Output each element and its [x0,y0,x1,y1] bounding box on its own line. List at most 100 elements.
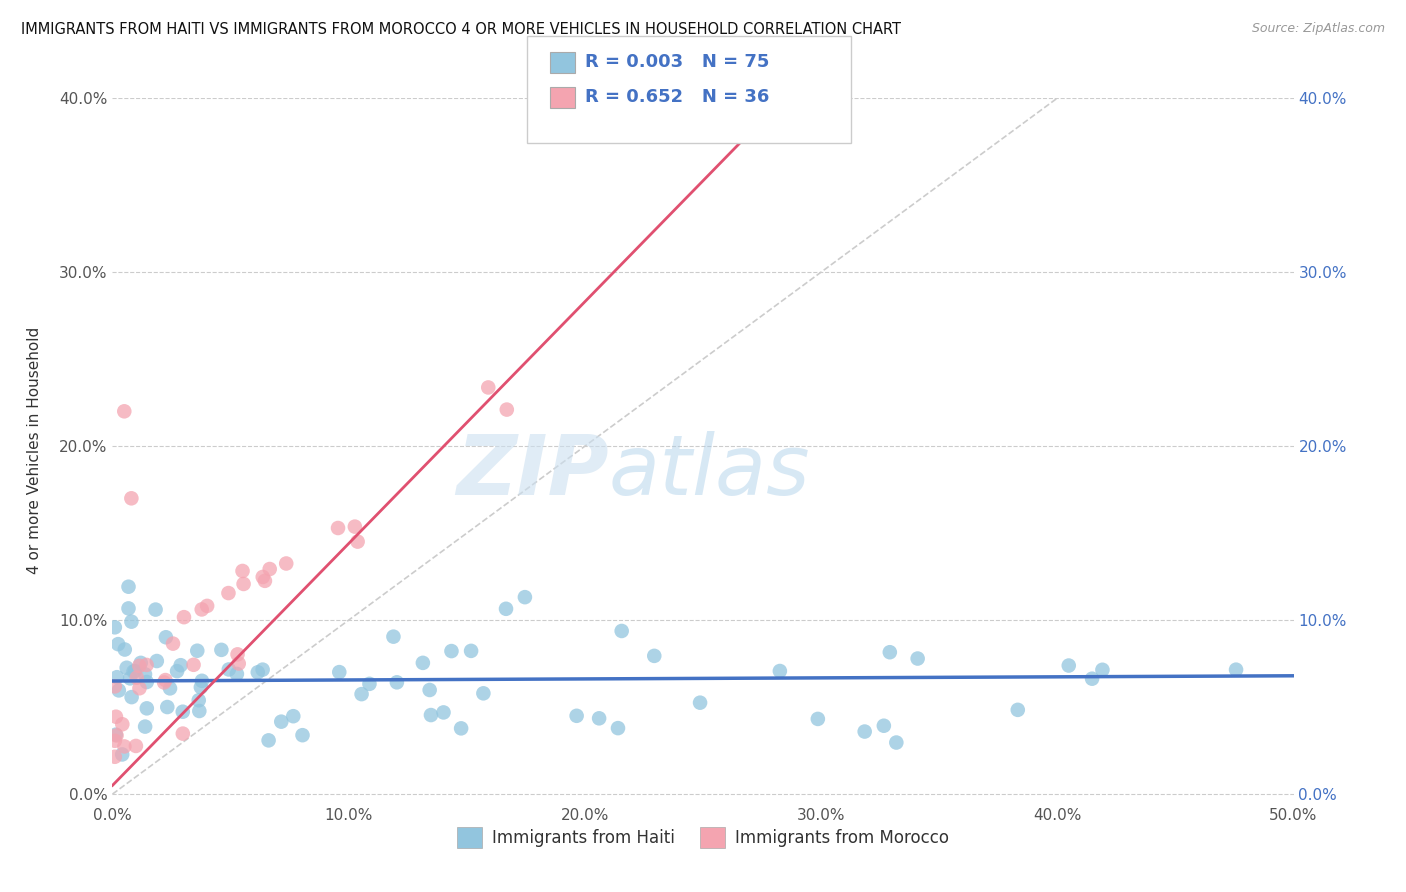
Point [120,615,142,629]
Point [111,747,134,762]
Point [121,690,143,705]
Point [513,590,536,604]
Point [359,677,381,691]
Point [209,643,232,657]
Point [886,735,908,749]
Point [460,644,482,658]
Point [107,637,129,651]
Point [183,657,205,672]
Point [114,642,136,657]
Point [190,680,212,694]
Point [128,681,150,696]
Point [432,706,454,720]
Point [170,658,193,673]
Point [129,656,152,670]
Point [124,664,146,678]
Point [172,726,194,740]
Point [382,630,405,644]
Point [246,665,269,680]
Point [477,380,499,394]
Point [105,728,128,742]
Point [104,749,127,764]
Point [252,570,274,584]
Point [155,673,177,687]
Point [495,602,517,616]
Point [218,663,240,677]
Text: IMMIGRANTS FROM HAITI VS IMMIGRANTS FROM MOROCCO 4 OR MORE VEHICLES IN HOUSEHOLD: IMMIGRANTS FROM HAITI VS IMMIGRANTS FROM… [21,22,901,37]
Point [187,693,209,707]
Point [350,687,373,701]
Point [191,673,214,688]
Point [276,557,298,571]
Point [135,701,157,715]
Point [155,630,177,644]
Point [283,709,305,723]
Point [565,708,588,723]
Point [328,665,350,679]
Point [156,700,179,714]
Point [610,624,633,638]
Point [217,586,239,600]
Point [112,739,135,754]
Point [173,610,195,624]
Legend: Immigrants from Haiti, Immigrants from Morocco: Immigrants from Haiti, Immigrants from M… [450,821,956,855]
Point [1081,672,1104,686]
Point [104,680,127,694]
Point [104,728,127,742]
Point [104,733,127,747]
Point [1057,658,1080,673]
Point [162,637,184,651]
Point [412,656,434,670]
Point [111,717,134,731]
Point [907,651,929,665]
Point [195,599,218,613]
Point [873,719,896,733]
Point [135,675,157,690]
Point [472,686,495,700]
Point [117,580,139,594]
Point [122,665,145,679]
Point [607,721,630,735]
Point [807,712,830,726]
Point [225,667,247,681]
Point [159,681,181,696]
Point [105,670,128,684]
Point [112,404,135,418]
Point [440,644,463,658]
Point [125,739,148,753]
Point [166,664,188,678]
Point [346,534,368,549]
Point [291,728,314,742]
Point [385,675,408,690]
Point [495,402,517,417]
Point [450,722,472,736]
Point [1091,663,1114,677]
Point [190,602,212,616]
Point [153,675,176,690]
Point [419,683,441,698]
Point [128,658,150,673]
Point [588,711,610,725]
Point [853,724,876,739]
Point [146,654,169,668]
Point [769,664,792,678]
Point [1225,663,1247,677]
Point [117,601,139,615]
Point [228,657,250,671]
Point [879,645,901,659]
Point [108,683,131,698]
Text: Source: ZipAtlas.com: Source: ZipAtlas.com [1251,22,1385,36]
Point [135,657,157,672]
Point [231,564,253,578]
Text: R = 0.003   N = 75: R = 0.003 N = 75 [585,54,769,71]
Point [257,733,280,747]
Point [104,709,127,723]
Text: ZIP: ZIP [456,431,609,512]
Point [326,521,349,535]
Point [689,696,711,710]
Point [420,708,443,723]
Y-axis label: 4 or more Vehicles in Household: 4 or more Vehicles in Household [28,326,42,574]
Point [120,491,142,506]
Point [252,663,274,677]
Point [104,620,127,634]
